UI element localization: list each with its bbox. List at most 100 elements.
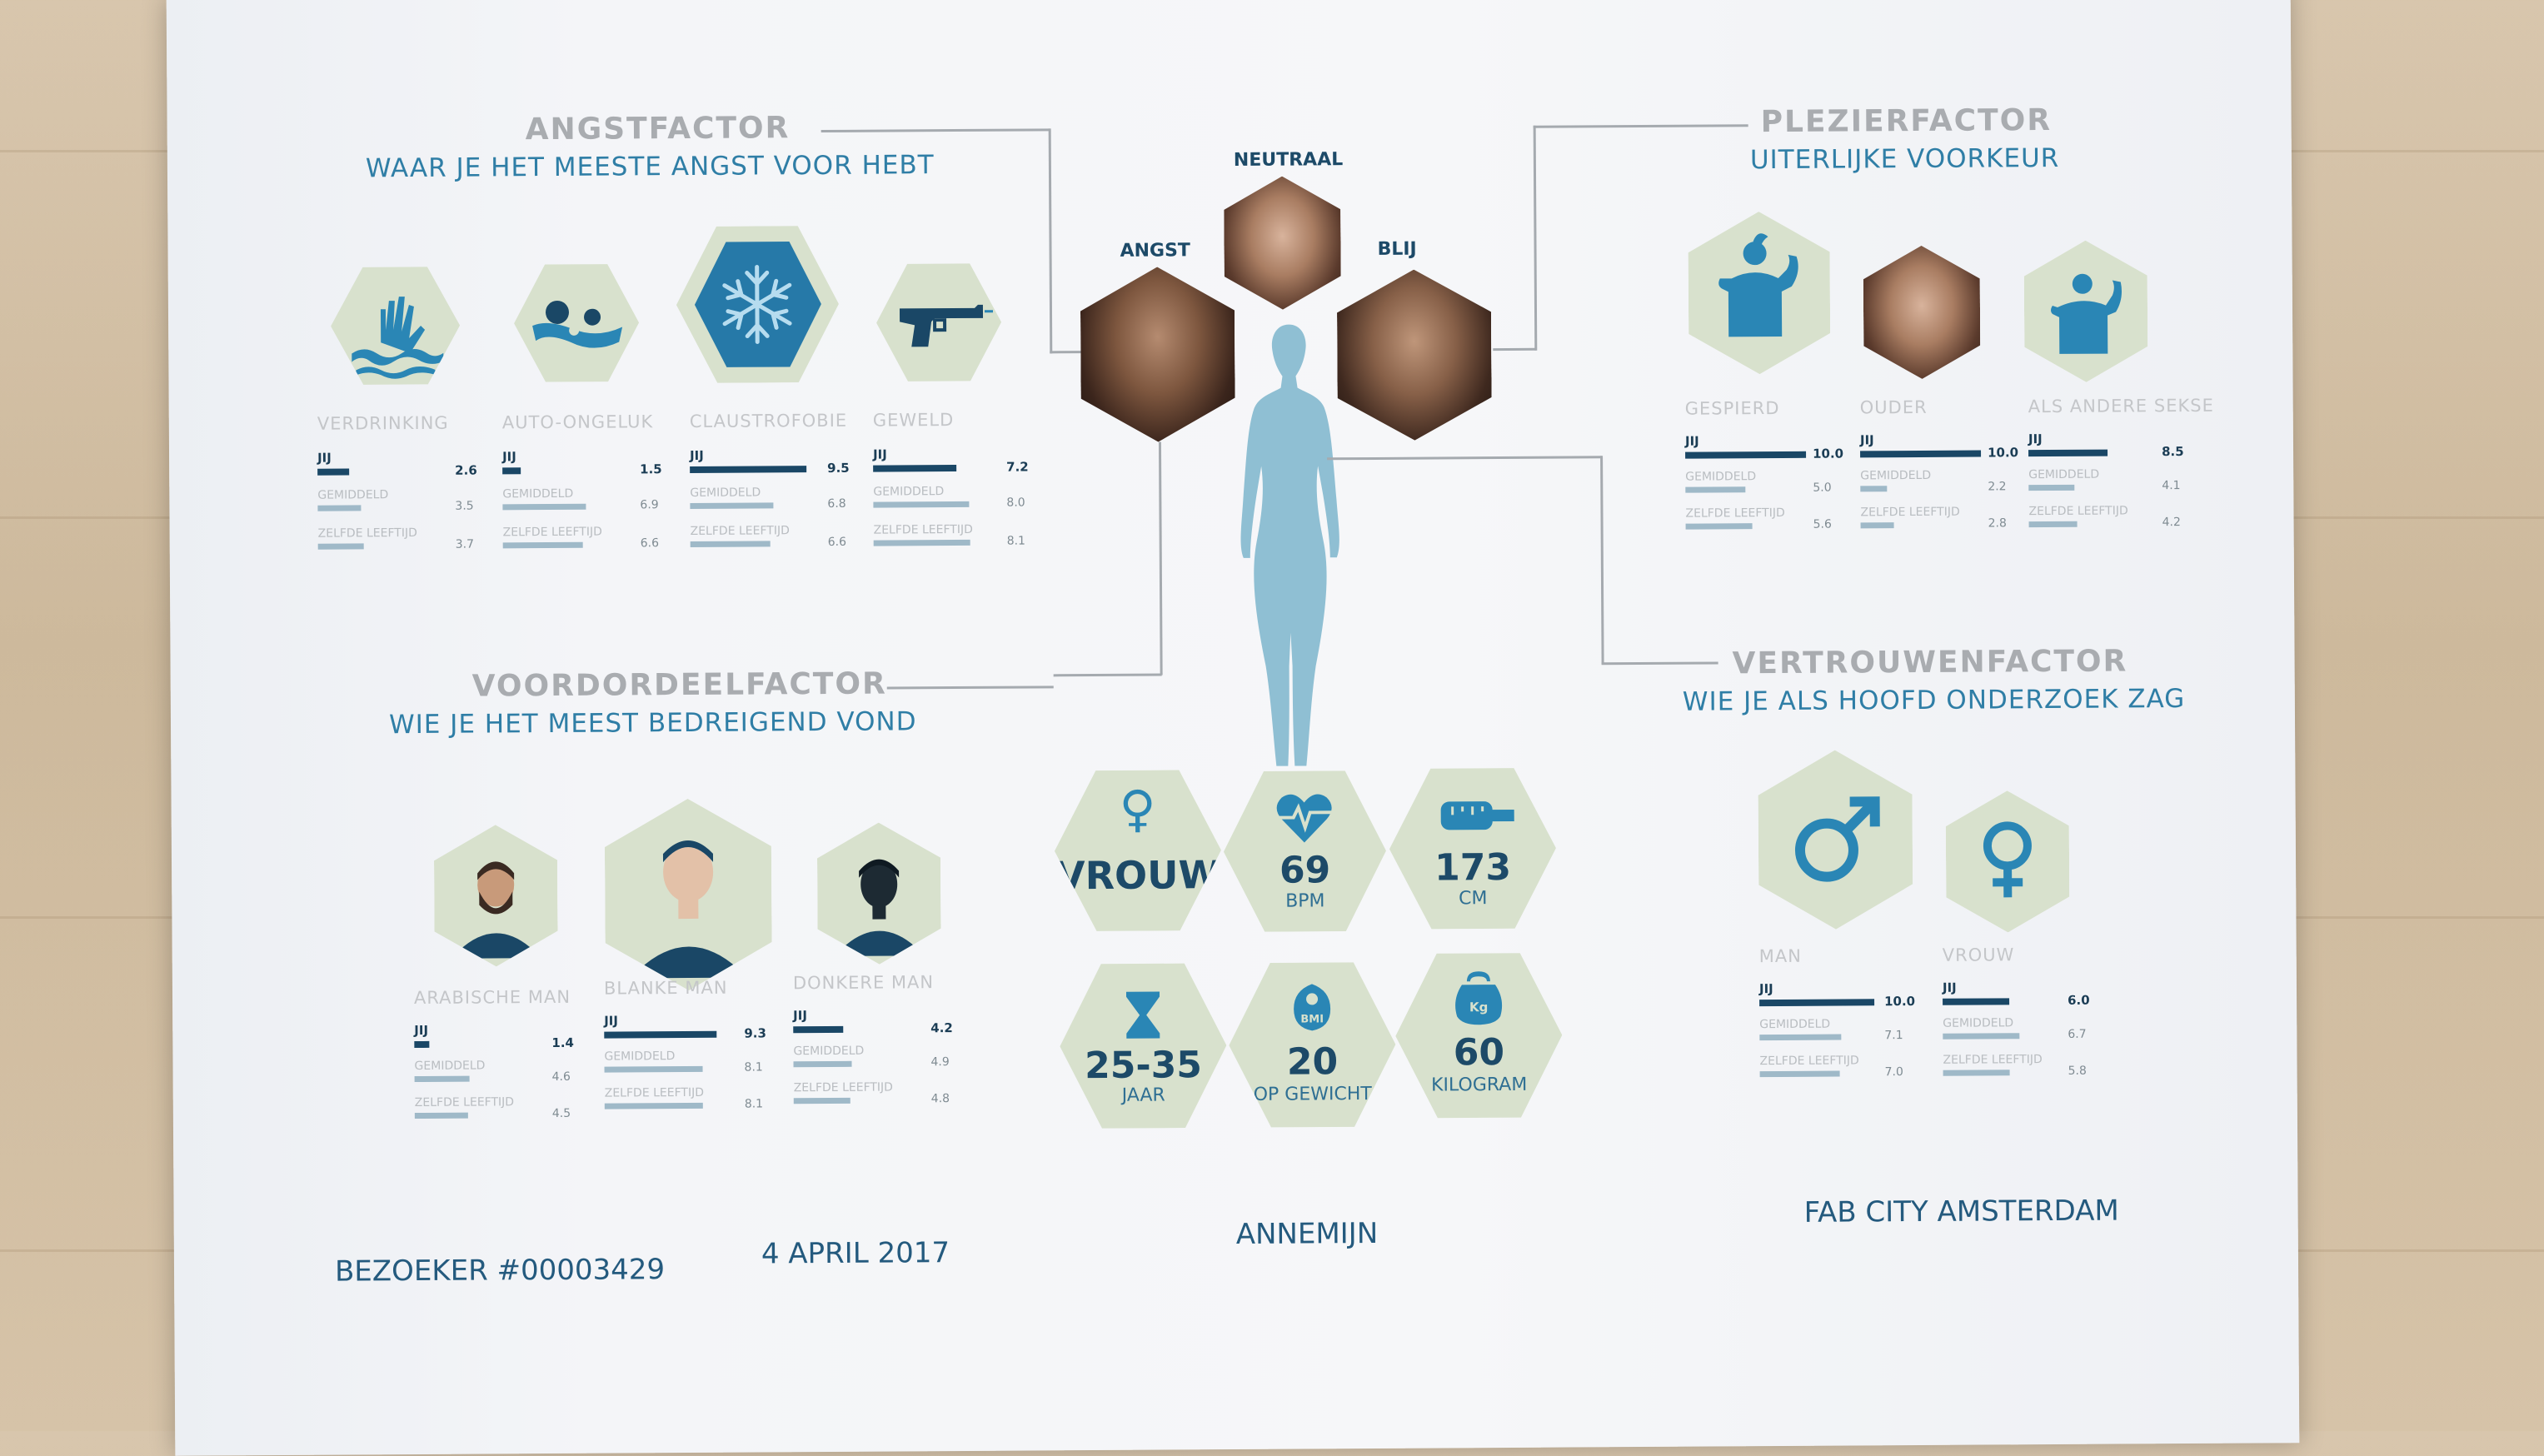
jij-label: JIJ	[414, 1023, 428, 1038]
gem-value: 8.1	[744, 1060, 762, 1074]
zelfde-value: 4.8	[931, 1092, 950, 1105]
vertrouwen-label: MAN	[1759, 946, 1802, 966]
gem-label: GEMIDDELD	[414, 1059, 485, 1073]
zelfde-bar	[1861, 522, 1894, 528]
gender-value: VROUW	[1055, 852, 1221, 898]
jij-label: JIJ	[690, 448, 704, 463]
dark-man-icon	[817, 822, 941, 965]
drowning-hand-icon	[331, 263, 461, 389]
vertrouwen-item-2: VROUW JIJ 6.0 GEMIDDELD 6.7 ZELFDE LEEFT…	[1943, 945, 2118, 1095]
zelfde-label: ZELFDE LEEFTIJD	[1943, 1053, 2042, 1067]
zelfde-bar	[503, 542, 583, 549]
angst-item-2: AUTO-ONGELUK JIJ 1.5 GEMIDDELD 6.9 ZELFD…	[502, 411, 686, 571]
zelfde-bar	[1686, 523, 1753, 529]
gem-value: 4.6	[552, 1070, 571, 1084]
gem-bar	[1759, 1035, 1841, 1041]
gem-value: 5.0	[1813, 481, 1831, 495]
angst-face-label: ANGST	[1120, 240, 1190, 262]
gem-value: 4.9	[930, 1055, 949, 1069]
muscular-woman-icon	[1688, 212, 1830, 375]
blij-face-label: BLIJ	[1377, 239, 1416, 260]
zelfde-label: ZELFDE LEEFTIJD	[503, 526, 602, 540]
car-crash-icon	[514, 260, 640, 386]
jij-bar	[1759, 999, 1874, 1006]
angst-title: ANGSTFACTOR	[526, 111, 791, 147]
gem-value: 6.9	[640, 498, 658, 511]
plezier-label: OUDER	[1860, 397, 1928, 417]
plezier-subtitle: UITERLIJKE VOORKEUR	[1750, 143, 2060, 175]
zelfde-bar	[1760, 1071, 1840, 1078]
angst-subtitle: WAAR JE HET MEESTE ANGST VOOR HEBT	[366, 150, 935, 183]
zelfde-label: ZELFDE LEEFTIJD	[691, 524, 790, 538]
gem-value: 6.7	[2068, 1028, 2086, 1041]
jij-label: JIJ	[1759, 981, 1773, 996]
zelfde-label: ZELFDE LEEFTIJD	[1685, 506, 1784, 521]
gem-bar	[793, 1061, 851, 1067]
gem-label: GEMIDDELD	[2028, 468, 2099, 482]
svg-text:BMI: BMI	[1300, 1013, 1324, 1025]
jij-label: JIJ	[502, 449, 516, 464]
jij-value: 10.0	[1813, 446, 1843, 461]
gem-bar	[605, 1066, 703, 1073]
arab-man-hex	[434, 825, 558, 967]
vooroordeel-label: BLANKE MAN	[604, 978, 728, 999]
gem-bar	[1685, 486, 1745, 492]
zelfde-value: 5.6	[1813, 518, 1832, 531]
jij-value: 4.2	[930, 1020, 953, 1035]
muscular-man-icon	[2024, 240, 2148, 382]
zelfde-value: 6.6	[828, 536, 846, 549]
printed-sheet: ANGSTFACTOR WAAR JE HET MEESTE ANGST VOO…	[167, 0, 2300, 1456]
white-man-hex	[605, 798, 772, 990]
vooroordeel-item-2: BLANKE MAN JIJ 9.3 GEMIDDELD 8.1 ZELFDE …	[604, 977, 796, 1128]
gem-bar	[690, 502, 773, 509]
gem-bar	[502, 504, 586, 511]
vooroordeel-title: VOORDORDEELFACTOR	[472, 667, 887, 704]
gem-label: GEMIDDELD	[1759, 1018, 1830, 1032]
jij-bar	[604, 1031, 716, 1039]
zelfde-label: ZELFDE LEEFTIJD	[415, 1095, 514, 1109]
jij-bar	[793, 1026, 843, 1033]
gem-bar	[317, 505, 361, 511]
gem-label: GEMIDDELD	[1685, 470, 1756, 484]
muscular-woman-hex	[1688, 212, 1830, 375]
gem-label: GEMIDDELD	[1860, 469, 1931, 483]
jij-value: 7.2	[1006, 459, 1029, 474]
angst-item-4: GEWELD JIJ 7.2 GEMIDDELD 8.0 ZELFDE LEEF…	[873, 409, 1057, 568]
male-symbol-hex	[1758, 750, 1913, 930]
gem-value: 4.1	[2162, 479, 2180, 492]
zelfde-bar	[1943, 1070, 2010, 1075]
neutral-face-photo	[1224, 176, 1341, 310]
zelfde-label: ZELFDE LEEFTIJD	[1759, 1054, 1858, 1068]
jij-bar	[1685, 451, 1806, 459]
white-man-icon	[605, 798, 772, 990]
jij-label: JIJ	[2028, 431, 2043, 446]
zelfde-bar	[318, 543, 364, 549]
zelfde-bar	[415, 1113, 468, 1119]
angst-label: GEWELD	[873, 410, 955, 431]
zelfde-label: ZELFDE LEEFTIJD	[1860, 506, 1959, 520]
jij-bar	[317, 468, 349, 475]
weight-unit: KILOGRAM	[1396, 1075, 1563, 1096]
older-woman-photo	[1863, 246, 1981, 380]
zelfde-value: 4.5	[552, 1107, 571, 1120]
zelfde-label: ZELFDE LEEFTIJD	[2028, 504, 2127, 518]
age-stat-hex: 25-35 JAAR	[1060, 958, 1227, 1134]
vooroordeel-item-1: ARABISCHE MAN JIJ 1.4 GEMIDDELD 4.6 ZELF…	[414, 987, 606, 1138]
zelfde-value: 8.1	[1007, 535, 1025, 548]
jij-bar	[502, 467, 521, 474]
angst-item-1: VERDRINKING JIJ 2.6 GEMIDDELD 3.5 ZELFDE…	[317, 412, 501, 571]
tape-measure-icon	[1389, 773, 1556, 857]
hourglass-icon	[1060, 968, 1227, 1052]
jij-bar	[1943, 998, 2009, 1005]
bpm-value: 69	[1224, 849, 1386, 892]
angst-label: AUTO-ONGELUK	[502, 411, 654, 432]
vertrouwen-subtitle: WIE JE ALS HOOFD ONDERZOEK ZAG	[1683, 684, 2186, 717]
gem-bar	[1943, 1033, 2019, 1040]
bpm-stat-hex: 69 BPM	[1223, 765, 1386, 937]
zelfde-value: 3.7	[456, 538, 474, 551]
jij-label: JIJ	[873, 447, 887, 462]
jij-value: 10.0	[1988, 445, 2018, 460]
svg-text:Kg: Kg	[1469, 1000, 1488, 1015]
jij-value: 9.3	[744, 1025, 766, 1040]
angst-item-3: CLAUSTROFOBIE JIJ 9.5 GEMIDDELD 6.8 ZELF…	[690, 411, 874, 570]
